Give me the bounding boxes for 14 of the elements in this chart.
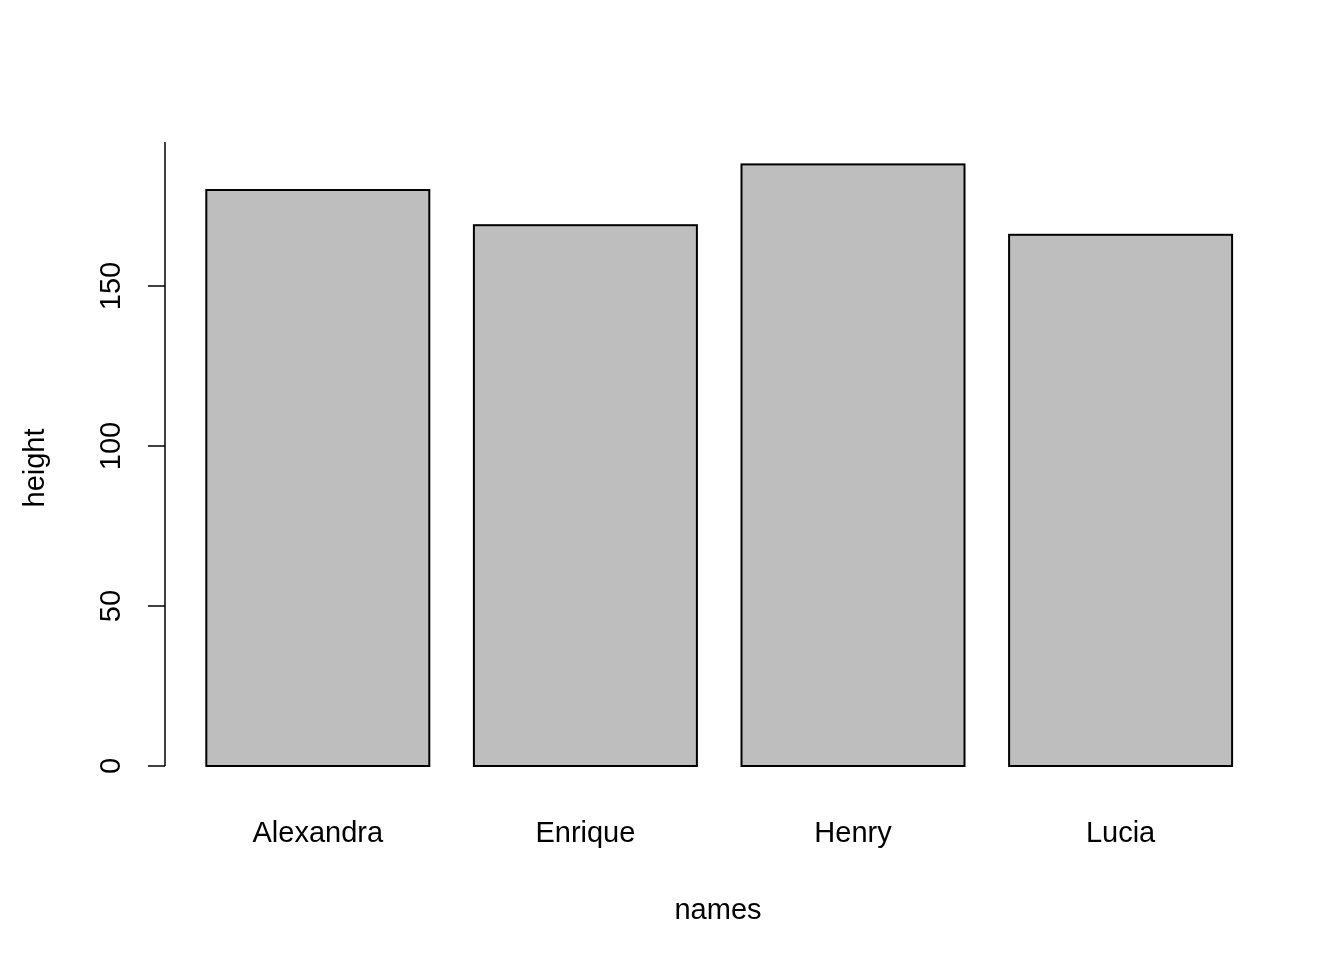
x-axis-title: names <box>674 893 762 925</box>
y-axis-title: height <box>18 428 50 508</box>
x-tick-label: Lucia <box>1085 816 1157 848</box>
x-tick-label: Alexandra <box>252 816 384 848</box>
bar <box>472 224 698 767</box>
y-tick-label: 100 <box>94 421 126 471</box>
y-tick-label: 150 <box>94 261 126 311</box>
x-tick-label: Henry <box>814 816 893 848</box>
bar <box>740 163 966 767</box>
y-tick-label: 0 <box>94 757 126 775</box>
bar <box>205 189 431 767</box>
bar <box>1008 233 1234 767</box>
x-tick-label: Enrique <box>535 816 636 848</box>
y-tick-label: 50 <box>94 589 126 623</box>
